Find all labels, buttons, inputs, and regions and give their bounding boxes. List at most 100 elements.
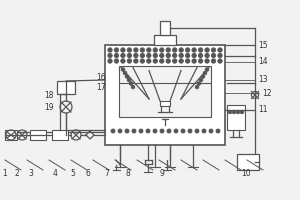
Circle shape xyxy=(127,53,132,58)
Circle shape xyxy=(195,129,199,133)
Circle shape xyxy=(125,75,129,78)
Text: 10: 10 xyxy=(241,170,251,178)
Circle shape xyxy=(198,48,203,52)
Text: 17: 17 xyxy=(96,82,106,92)
Bar xyxy=(237,154,259,170)
Circle shape xyxy=(205,68,209,71)
Circle shape xyxy=(199,78,203,82)
Circle shape xyxy=(121,68,125,71)
Text: 19: 19 xyxy=(44,102,54,112)
Circle shape xyxy=(211,59,216,63)
Circle shape xyxy=(172,53,177,58)
Circle shape xyxy=(111,129,115,133)
Circle shape xyxy=(205,48,209,52)
Circle shape xyxy=(127,48,132,52)
Circle shape xyxy=(179,59,183,63)
Text: 4: 4 xyxy=(52,170,57,178)
Circle shape xyxy=(127,59,132,63)
Circle shape xyxy=(218,59,222,63)
Circle shape xyxy=(166,59,170,63)
Circle shape xyxy=(181,129,185,133)
Circle shape xyxy=(153,48,158,52)
Circle shape xyxy=(123,71,127,75)
Circle shape xyxy=(211,48,216,52)
Circle shape xyxy=(108,59,112,63)
Circle shape xyxy=(198,53,203,58)
Circle shape xyxy=(202,129,206,133)
Circle shape xyxy=(192,48,196,52)
Circle shape xyxy=(174,129,178,133)
Circle shape xyxy=(147,48,151,52)
Circle shape xyxy=(205,59,209,63)
Circle shape xyxy=(132,129,136,133)
Text: 15: 15 xyxy=(258,40,268,49)
Circle shape xyxy=(147,59,151,63)
Circle shape xyxy=(172,59,177,63)
Circle shape xyxy=(185,53,190,58)
Circle shape xyxy=(146,129,150,133)
Circle shape xyxy=(139,129,143,133)
Circle shape xyxy=(160,48,164,52)
Text: 1: 1 xyxy=(3,170,8,178)
Bar xyxy=(154,35,176,45)
Circle shape xyxy=(147,53,151,58)
Circle shape xyxy=(172,48,177,52)
Text: 14: 14 xyxy=(258,58,268,66)
Circle shape xyxy=(134,48,138,52)
Circle shape xyxy=(160,53,164,58)
Text: 11: 11 xyxy=(258,106,268,114)
Circle shape xyxy=(198,59,203,63)
Circle shape xyxy=(121,53,125,58)
Circle shape xyxy=(232,110,236,114)
Circle shape xyxy=(192,59,196,63)
Circle shape xyxy=(153,59,158,63)
Circle shape xyxy=(160,59,164,63)
Circle shape xyxy=(188,129,192,133)
Circle shape xyxy=(179,53,183,58)
Text: 6: 6 xyxy=(85,170,90,178)
Circle shape xyxy=(129,82,133,85)
Circle shape xyxy=(160,129,164,133)
Text: 8: 8 xyxy=(126,170,130,178)
Circle shape xyxy=(185,59,190,63)
Bar xyxy=(160,21,170,35)
Circle shape xyxy=(167,129,171,133)
Text: 2: 2 xyxy=(15,170,20,178)
Circle shape xyxy=(218,48,222,52)
Bar xyxy=(5,130,17,140)
Bar xyxy=(52,130,68,140)
Bar xyxy=(160,101,170,106)
Text: 16: 16 xyxy=(96,72,106,82)
Circle shape xyxy=(118,129,122,133)
Text: 7: 7 xyxy=(105,170,110,178)
Circle shape xyxy=(192,53,196,58)
Circle shape xyxy=(211,53,216,58)
Circle shape xyxy=(203,71,207,75)
Circle shape xyxy=(166,53,170,58)
Circle shape xyxy=(140,59,145,63)
Circle shape xyxy=(236,110,240,114)
Circle shape xyxy=(201,75,205,78)
Circle shape xyxy=(218,53,222,58)
Text: 18: 18 xyxy=(44,92,53,100)
Circle shape xyxy=(197,82,201,85)
Circle shape xyxy=(140,48,145,52)
Circle shape xyxy=(125,129,129,133)
Circle shape xyxy=(131,85,135,89)
Circle shape xyxy=(108,48,112,52)
Circle shape xyxy=(185,48,190,52)
Circle shape xyxy=(216,129,220,133)
Bar xyxy=(119,66,211,117)
Circle shape xyxy=(127,78,131,82)
Circle shape xyxy=(114,48,119,52)
Circle shape xyxy=(240,110,244,114)
Circle shape xyxy=(205,53,209,58)
Text: 9: 9 xyxy=(160,170,164,178)
Text: 5: 5 xyxy=(70,170,75,178)
Circle shape xyxy=(166,48,170,52)
Bar xyxy=(30,130,46,140)
Text: 12: 12 xyxy=(262,88,272,98)
Circle shape xyxy=(108,53,112,58)
Circle shape xyxy=(209,129,213,133)
Circle shape xyxy=(134,53,138,58)
